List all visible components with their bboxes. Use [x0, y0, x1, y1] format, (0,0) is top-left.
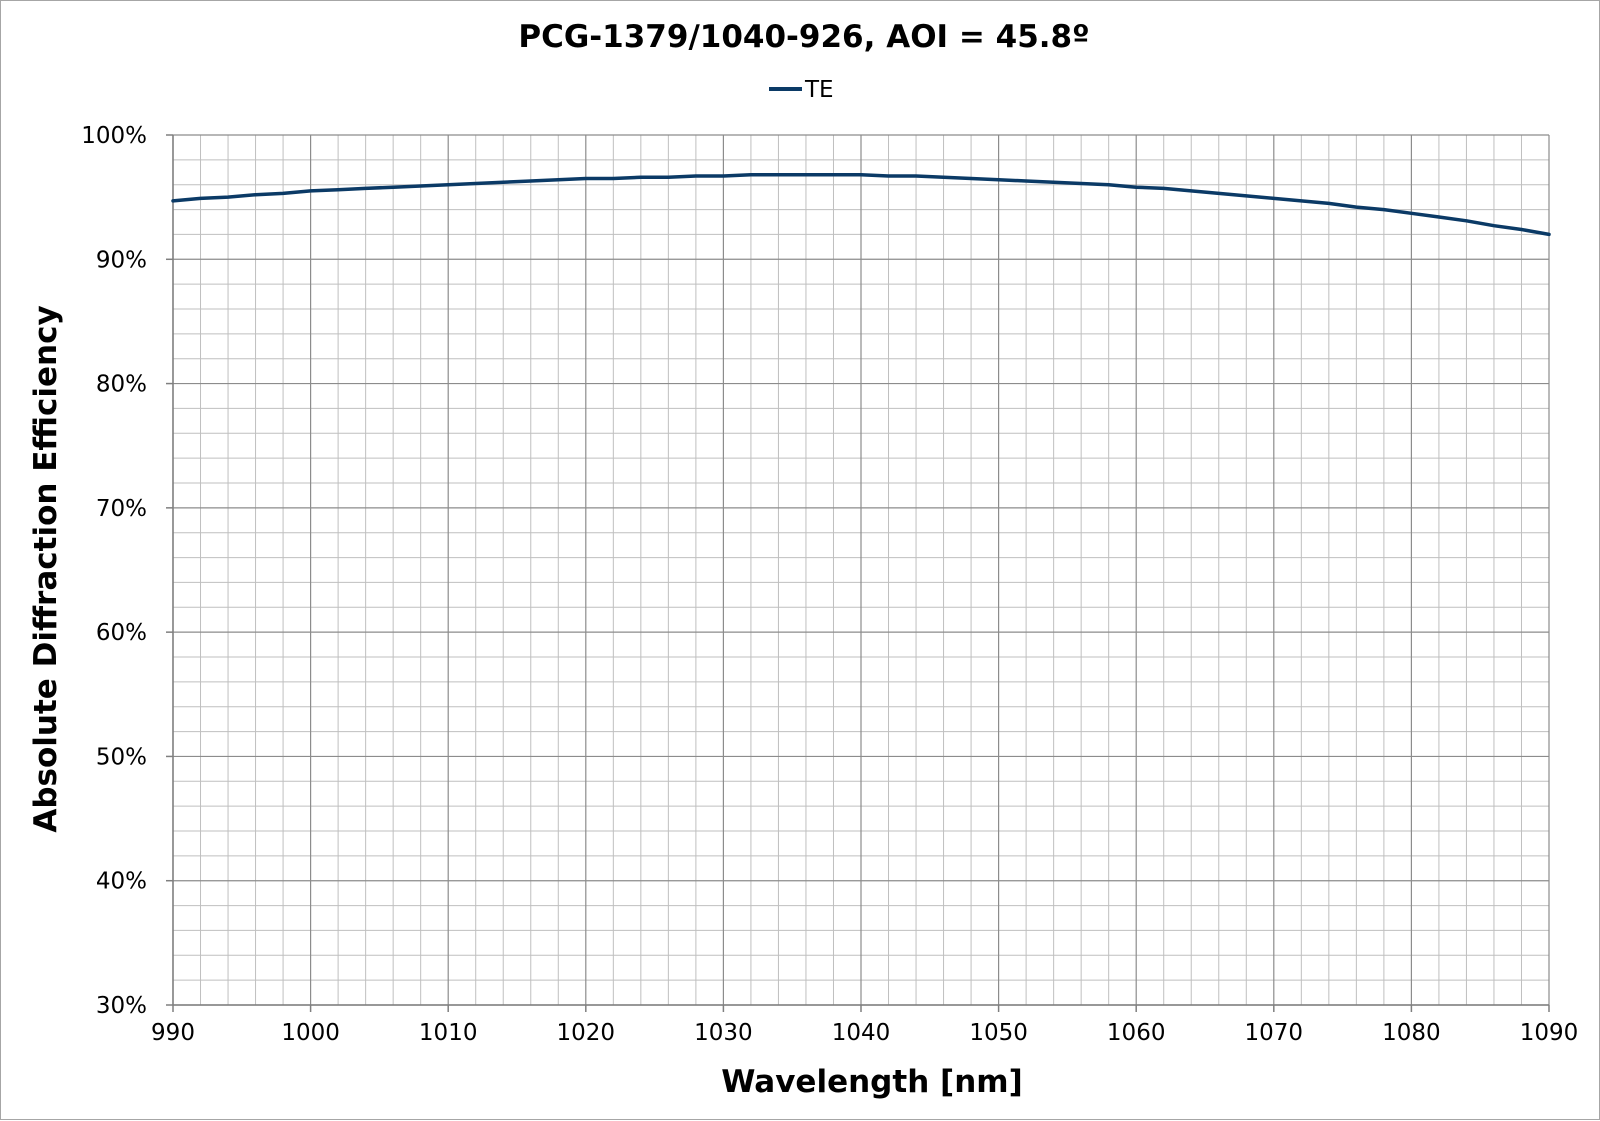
y-tick-label: 30%	[96, 993, 147, 1019]
data-point	[1135, 186, 1138, 189]
series-layer	[171, 173, 1551, 237]
y-tick-label: 70%	[96, 496, 147, 522]
data-point	[226, 195, 230, 199]
data-point	[859, 173, 863, 176]
legend-label-te: TE	[804, 77, 834, 103]
data-point	[1492, 224, 1496, 227]
x-tick-label: 1060	[1107, 1020, 1166, 1046]
data-point	[1410, 212, 1413, 215]
data-point	[804, 173, 808, 176]
y-axis-title: Absolute Diffraction Efficiency	[28, 305, 64, 832]
data-point	[502, 181, 505, 184]
y-tick-label: 50%	[96, 744, 147, 770]
data-point	[1437, 215, 1441, 219]
x-tick-label: 1000	[281, 1020, 340, 1046]
data-point	[694, 174, 698, 178]
data-point	[199, 197, 202, 200]
data-point	[1272, 197, 1276, 200]
data-point	[419, 184, 422, 188]
x-tick-labels: 990 1000 1010 1020 1030 1040 1050 1060 1070 1080 1…	[151, 1020, 1578, 1046]
x-axis-title: Wavelength [nm]	[721, 1064, 1023, 1100]
data-point	[942, 176, 945, 179]
data-point	[1024, 179, 1028, 183]
data-point	[1079, 182, 1083, 185]
data-point	[1217, 192, 1220, 195]
data-point	[1465, 219, 1468, 222]
data-point	[612, 177, 615, 180]
y-tick-label: 90%	[96, 247, 147, 273]
x-tick-label: 990	[151, 1020, 195, 1046]
x-tick-label: 1080	[1382, 1020, 1441, 1046]
x-tick-label: 1050	[969, 1020, 1028, 1046]
x-tick-label: 1090	[1520, 1020, 1579, 1046]
data-point	[914, 174, 918, 178]
data-point	[639, 176, 643, 179]
data-point	[1355, 205, 1358, 209]
y-tick-labels: 30% 40% 50% 60% 70% 80% 90% 100%	[81, 123, 147, 1019]
y-tick-label: 100%	[81, 123, 147, 149]
data-point	[749, 173, 753, 176]
y-tick-label: 80%	[96, 372, 147, 398]
data-point	[529, 179, 532, 183]
x-tick-label: 1030	[694, 1020, 753, 1046]
x-tick-label: 1070	[1245, 1020, 1304, 1046]
data-point	[584, 177, 587, 180]
data-point	[997, 178, 1000, 181]
axes	[166, 134, 1550, 1012]
data-point	[1052, 181, 1055, 184]
x-tick-label: 1010	[419, 1020, 478, 1046]
data-point	[336, 188, 340, 191]
data-point	[832, 173, 835, 176]
chart-title: PCG-1379/1040-926, AOI = 45.8º	[518, 19, 1089, 55]
data-point	[254, 193, 257, 196]
data-point	[391, 186, 395, 189]
data-point	[722, 174, 725, 178]
data-point	[171, 199, 175, 203]
data-point	[1520, 228, 1523, 231]
data-point	[1547, 233, 1551, 236]
x-tick-label: 1040	[832, 1020, 891, 1046]
data-point	[969, 177, 973, 180]
data-point	[1327, 202, 1331, 205]
data-point	[777, 173, 780, 176]
grid-minor	[173, 135, 1549, 1005]
data-point	[1190, 189, 1193, 193]
grid-major	[172, 134, 1550, 1006]
data-point	[667, 176, 670, 179]
legend: TE	[769, 77, 834, 103]
data-point	[1300, 199, 1303, 203]
data-point	[474, 182, 477, 185]
x-tick-label: 1020	[557, 1020, 616, 1046]
data-point	[281, 192, 285, 195]
data-point	[364, 187, 367, 190]
data-point	[1162, 187, 1165, 190]
data-point	[447, 183, 450, 186]
data-point	[1245, 194, 1248, 198]
y-tick-label: 40%	[96, 869, 147, 895]
data-point	[557, 178, 560, 181]
y-tick-label: 60%	[96, 620, 147, 646]
data-point	[887, 174, 890, 178]
data-point	[1107, 183, 1110, 186]
data-point	[1382, 208, 1386, 211]
data-point	[309, 189, 312, 193]
